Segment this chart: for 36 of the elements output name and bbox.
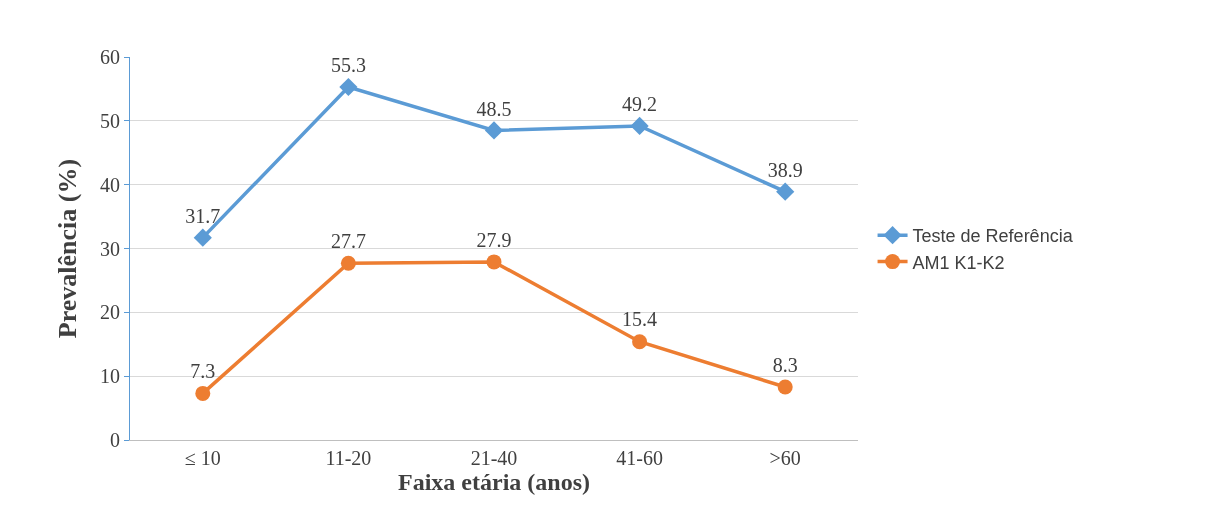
- y-tick-label: 10: [100, 365, 120, 388]
- point: [193, 228, 212, 247]
- point: [339, 77, 358, 97]
- point: [630, 116, 649, 136]
- data-label: 15.4: [622, 308, 658, 331]
- data-label: 31.7: [185, 204, 221, 227]
- point: [340, 255, 356, 271]
- x-axis-title: Faixa etária (anos): [398, 469, 590, 495]
- point: [486, 254, 502, 270]
- data-label: 55.3: [330, 54, 366, 77]
- data-label: 27.7: [330, 229, 366, 252]
- data-label: 8.3: [772, 353, 798, 376]
- y-tick-label: 30: [100, 237, 120, 260]
- data-label: 38.9: [767, 158, 803, 181]
- x-tick-label: 11-20: [325, 447, 372, 469]
- data-label: 27.9: [476, 228, 512, 251]
- point: [484, 121, 504, 140]
- x-tick-label: >60: [769, 447, 801, 469]
- y-tick-label: 40: [100, 173, 120, 196]
- x-tick-label: 21-40: [470, 447, 518, 469]
- y-tick-label: 0: [110, 429, 120, 451]
- data-label: 7.3: [190, 360, 216, 383]
- data-label: 48.5: [476, 97, 512, 120]
- point: [776, 182, 795, 201]
- y-tick-label: 20: [100, 301, 120, 324]
- y-tick-label: 50: [100, 109, 120, 132]
- y-tick-label: 60: [100, 46, 120, 68]
- x-tick-label: 41-60: [616, 447, 663, 469]
- x-tick-label: ≤ 10: [184, 447, 221, 469]
- point: [777, 379, 793, 395]
- y-axis-title: Prevalência (%): [53, 158, 83, 339]
- legend-label: AM1 K1-K2: [912, 252, 1005, 273]
- point: [195, 385, 211, 401]
- point: [632, 334, 648, 350]
- legend-label: Teste de Referência: [912, 226, 1074, 247]
- data-label: 49.2: [622, 93, 658, 116]
